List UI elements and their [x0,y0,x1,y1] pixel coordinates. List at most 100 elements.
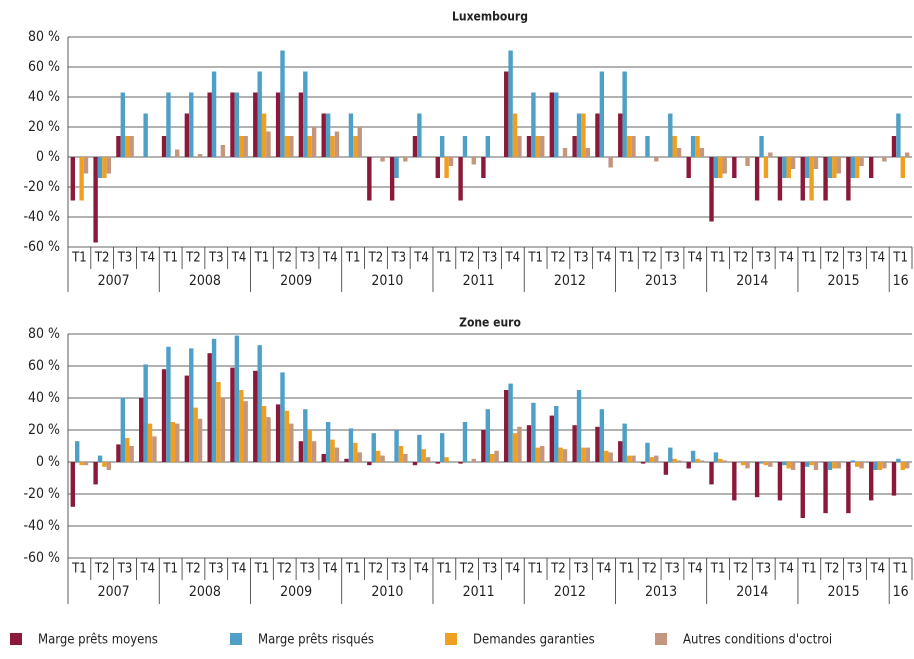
bar [754,157,760,201]
bar [230,92,235,157]
bar [216,382,221,462]
x-tick-label: T1 [345,562,361,577]
x-tick-label: T3 [299,251,315,266]
x-tick-label: T4 [322,251,338,266]
bar [481,157,486,178]
bar [718,458,723,462]
bar [823,462,828,514]
legend-label: Marge prêts moyens [38,633,158,648]
bar [777,462,783,501]
bar [599,71,605,157]
bar [106,462,112,470]
bar [690,450,696,462]
bar [75,441,80,462]
x-tick-label: T1 [162,251,178,266]
bar [745,157,750,166]
bar [540,446,545,462]
bar [800,462,805,518]
bar [353,136,358,157]
bar [645,442,650,462]
bar [389,157,395,201]
bar [448,157,454,166]
bar [197,154,203,157]
x-tick-label: T4 [869,562,885,577]
bar [444,157,449,178]
bar [93,462,98,485]
bar [645,136,650,157]
x-tick-label: T2 [824,562,840,577]
bar [220,145,226,157]
bar [197,418,203,462]
bar [266,417,271,462]
bar [175,423,180,462]
bar [120,92,126,157]
x-tick-label: T3 [482,251,498,266]
bar [581,447,586,462]
bar [321,454,326,462]
x-tick-label: T3 [390,562,406,577]
bar [280,372,285,462]
bar [540,136,545,157]
x-tick-label: T2 [824,251,840,266]
bar [129,446,134,462]
x-tick-label: T2 [185,251,201,266]
x-tick-label: T1 [892,562,908,577]
bar [686,462,691,469]
bar [768,152,773,157]
x-tick-label: T3 [208,562,224,577]
x-tick-label: T4 [413,251,429,266]
bar [836,157,841,174]
x-tick-label: T3 [299,562,315,577]
bar [125,438,130,462]
x-tick-label: T4 [231,251,247,266]
x-tick-label: T1 [436,562,452,577]
bar [823,157,828,201]
bar [143,364,148,462]
bar [900,157,905,178]
bar [284,410,290,462]
x-tick-label: T1 [345,251,361,266]
bar [759,136,764,157]
year-label: 2013 [645,273,677,289]
year-label: 2012 [554,273,586,289]
legend-swatch [230,633,242,645]
bar [325,422,331,462]
bar [868,462,874,501]
bar [280,50,285,157]
bar [882,157,887,162]
bar [695,136,700,157]
bar [485,136,490,157]
y-tick-label: -20 % [23,486,60,502]
bar [722,460,727,462]
bar [668,447,673,462]
bar [93,157,98,243]
x-tick-label: T4 [596,251,612,266]
year-label: 2015 [828,273,860,289]
bar [471,458,476,462]
bar [161,369,167,462]
bar [83,157,89,174]
bar [618,441,623,462]
x-tick-label: T2 [550,562,566,577]
bar [554,92,559,157]
bar [512,113,518,157]
bar [348,428,354,462]
year-label: 2007 [98,584,130,600]
x-tick-label: T2 [641,251,657,266]
bar [809,462,814,466]
bar [189,92,194,157]
bar [759,462,764,464]
bar [859,462,864,469]
bar [97,157,103,178]
bar [854,157,860,178]
bar [79,157,84,201]
x-tick-label: T4 [687,562,703,577]
bar [412,462,418,466]
bar [83,462,89,466]
bar [125,136,130,157]
bar [289,136,294,157]
bar [425,457,431,462]
y-tick-label: -40 % [23,209,60,225]
year-label: 2009 [280,584,312,600]
bar [257,345,262,462]
